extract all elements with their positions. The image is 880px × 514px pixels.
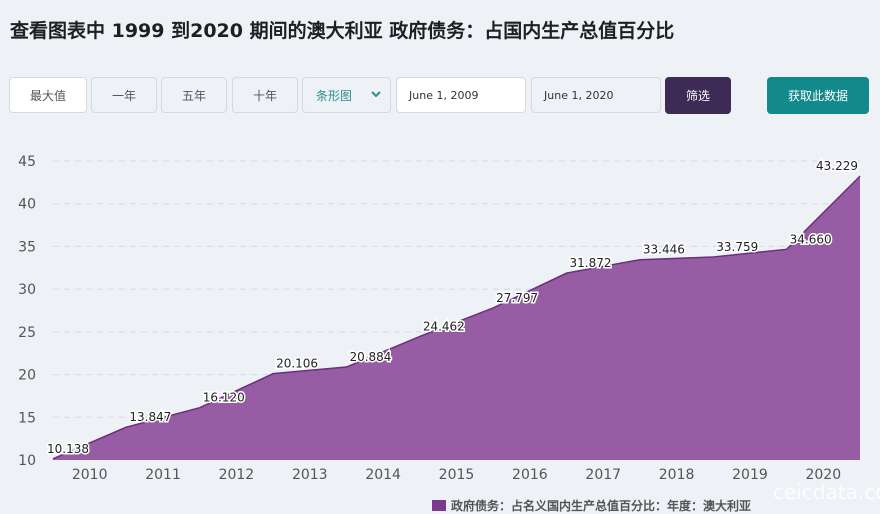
data-label: 27.797 xyxy=(496,291,538,305)
x-tick-label: 2013 xyxy=(292,467,328,483)
data-label: 33.759 xyxy=(716,240,758,254)
y-tick-label: 25 xyxy=(18,325,36,341)
page-title: 查看图表中 1999 到2020 期间的澳大利亚 政府债务：占国内生产总值百分比 xyxy=(10,20,675,42)
range-1y-button[interactable]: 一年 xyxy=(91,77,157,113)
y-tick-label: 20 xyxy=(18,368,36,384)
y-tick-label: 30 xyxy=(18,282,36,298)
range-max-button[interactable]: 最大值 xyxy=(9,77,87,113)
chart-type-select[interactable]: 条形图 xyxy=(302,77,391,113)
data-label: 20.884 xyxy=(349,350,391,364)
chevron-down-icon xyxy=(371,91,381,98)
data-label: 16.120 xyxy=(203,391,245,405)
series-area xyxy=(52,175,861,460)
start-date-input[interactable]: June 1, 2009 xyxy=(396,77,526,113)
data-label: 43.229 xyxy=(816,159,858,173)
data-label: 10.138 xyxy=(47,442,89,456)
data-label: 34.660 xyxy=(790,232,832,246)
x-tick-label: 2012 xyxy=(219,467,255,483)
x-tick-label: 2020 xyxy=(805,467,841,483)
filter-button[interactable]: 筛选 xyxy=(665,77,731,114)
data-label: 24.462 xyxy=(423,319,465,333)
data-label: 20.106 xyxy=(276,357,318,371)
x-tick-label: 2016 xyxy=(512,467,548,483)
start-date-value: June 1, 2009 xyxy=(409,88,479,102)
area-fill xyxy=(53,176,860,460)
data-label: 33.446 xyxy=(643,243,685,257)
y-axis: 10 15 20 25 30 35 40 45 xyxy=(18,154,36,469)
x-tick-label: 2010 xyxy=(72,467,108,483)
data-label: 13.847 xyxy=(129,410,171,424)
y-tick-label: 15 xyxy=(18,410,36,426)
x-tick-label: 2018 xyxy=(659,467,695,483)
x-tick-label: 2014 xyxy=(365,467,401,483)
y-tick-label: 10 xyxy=(18,453,36,469)
y-tick-label: 35 xyxy=(18,239,36,255)
x-axis: 2010 2011 2012 2013 2014 2015 2016 2017 2018 2019… xyxy=(72,467,841,483)
range-10y-button[interactable]: 十年 xyxy=(232,77,298,113)
y-tick-label: 45 xyxy=(18,154,36,170)
chart-type-value: 条形图 xyxy=(316,88,353,103)
legend: 政府债务：占名义国内生产总值百分比：年度：澳大利亚 xyxy=(432,497,751,514)
legend-label: 政府债务：占名义国内生产总值百分比：年度：澳大利亚 xyxy=(451,499,752,513)
legend-swatch xyxy=(432,500,446,511)
watermark: ceicdata.com xyxy=(773,480,880,504)
x-tick-label: 2015 xyxy=(439,467,475,483)
end-date-input[interactable]: June 1, 2020 xyxy=(531,77,661,113)
data-label: 31.872 xyxy=(570,256,612,270)
toolbar: 最大值 一年 五年 十年 条形图 June 1, 2009 June 1, 20… xyxy=(0,0,880,120)
data-labels: 10.138 13.847 16.120 20.106 20.884 24.462 27.7… xyxy=(46,158,860,458)
x-tick-label: 2019 xyxy=(732,467,768,483)
range-5y-button[interactable]: 五年 xyxy=(161,77,227,113)
get-data-button[interactable]: 获取此数据 xyxy=(767,77,869,114)
x-tick-label: 2011 xyxy=(145,467,181,483)
area-line xyxy=(52,175,861,460)
y-tick-label: 40 xyxy=(18,197,36,213)
x-tick-label: 2017 xyxy=(585,467,621,483)
end-date-value: June 1, 2020 xyxy=(544,88,614,102)
